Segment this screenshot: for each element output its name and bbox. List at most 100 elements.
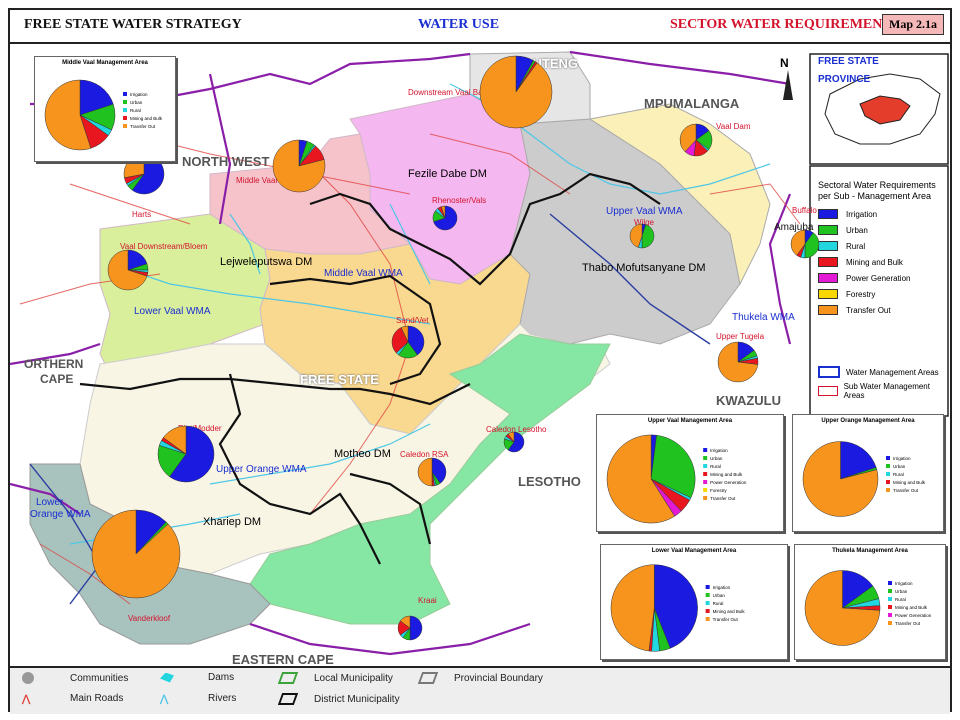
inset-legend-swatch [703, 480, 708, 484]
label-rhenoster-vals: Rhenoster/Vals [432, 196, 487, 205]
sector-legend-label: Power Generation [846, 273, 911, 283]
sector-swatch [818, 225, 838, 235]
inset-legend-label: Transfer Out [713, 617, 739, 622]
legend-local-muni-label: Local Municipality [314, 672, 393, 684]
label-kraai: Kraai [418, 596, 437, 605]
sector-legend-item: Power Generation [818, 273, 910, 283]
inset-legend-label: Rural [710, 464, 721, 469]
label-lesotho: LESOTHO [518, 474, 581, 489]
legend-district-muni-label: District Municipality [314, 693, 400, 705]
sector-legend-label: Rural [846, 241, 866, 251]
sector-legend-item: Irrigation [818, 209, 877, 219]
label-vaal-dam: Vaal Dam [716, 122, 751, 131]
sector-legend-label: Irrigation [846, 209, 878, 219]
inset-legend-label: Rural [893, 472, 904, 477]
label-vaal-downstream: Vaal Downstream/Bloem [120, 242, 208, 251]
map-legend: Communities ⋀ Main Roads Dams ⋀ Rivers L… [10, 666, 950, 714]
inset-chart-title: Middle Vaal Management Area [62, 60, 148, 66]
label-upper-vaal-wma: Upper Vaal WMA [606, 206, 683, 217]
legend-wma-label: Water Management Areas [846, 367, 939, 377]
legend-provincial-boundary: Provincial Boundary [417, 672, 543, 684]
label-lejweleputswa: Lejweleputswa DM [220, 256, 313, 268]
label-sand-vet: Sand/Vet [396, 316, 429, 325]
inset-legend-swatch [886, 480, 890, 484]
inset-legend-swatch [705, 601, 710, 605]
label-middle-vaal: Middle Vaal [236, 176, 278, 185]
inset-legend-label: Urban [713, 593, 726, 598]
inset-chart-title: Upper Vaal Management Area [647, 418, 733, 424]
inset-legend-label: Power Generation [710, 480, 747, 485]
inset-chart-upper-orange: Upper Orange Management Area Irrigation U… [792, 414, 944, 532]
pie-slice [804, 570, 881, 646]
label-buffalo: Buffalo [792, 206, 817, 215]
legend-provincial-label: Provincial Boundary [454, 672, 543, 684]
inset-legend-label: Urban [710, 456, 723, 461]
sector-legend-title-2: per Sub - Management Area [818, 191, 932, 201]
inset-legend-swatch [888, 613, 892, 617]
pie-slice [840, 441, 877, 480]
inset-legend-swatch [703, 488, 708, 492]
sector-legend-label: Urban [846, 225, 868, 235]
inset-legend-label: Mining and Bulk [713, 609, 746, 614]
inset-legend-swatch [705, 585, 710, 589]
legend-rivers-label: Rivers [208, 693, 237, 704]
label-upper-orange-wma: Upper Orange WMA [216, 464, 307, 475]
label-motheo: Motheo DM [334, 448, 391, 460]
inset-legend-label: Mining and Bulk [710, 472, 743, 477]
inset-legend-label: Irrigation [895, 581, 913, 586]
label-mpumalanga: MPUMALANGA [644, 96, 740, 111]
inset-legend-swatch [886, 464, 890, 468]
pie-slice [650, 434, 696, 499]
inset-legend-swatch [703, 496, 708, 500]
pie-slice [654, 564, 698, 649]
sector-legend-label: Mining and Bulk [846, 257, 903, 267]
label-northern-cape-2: CAPE [40, 372, 74, 386]
pie-slice [79, 79, 114, 116]
legend-main-roads: ⋀ Main Roads [22, 693, 123, 705]
inset-legend-label: Forestry [710, 488, 727, 493]
inset-legend-swatch [123, 92, 127, 96]
label-fezile-dabe: Fezile Dabe DM [408, 168, 487, 180]
free-state-highlight [859, 95, 911, 125]
label-middle-vaal-wma: Middle Vaal WMA [324, 268, 403, 279]
inset-legend-label: Urban [893, 464, 906, 469]
label-vanderkloof: Vanderkloof [128, 614, 171, 623]
inset-legend-swatch [703, 456, 708, 460]
north-arrow-icon: N [780, 56, 789, 70]
label-lower-orange-wma-1: Lower [36, 497, 64, 508]
local-municipality-icon [277, 672, 299, 684]
communities-icon [22, 672, 34, 684]
legend-local-municipality: Local Municipality [277, 672, 393, 684]
map-frame: FREE STATE WATER STRATEGY WATER USE SECT… [8, 8, 952, 714]
label-xhariep: Xhariep DM [203, 516, 262, 528]
inset-legend-label: Irrigation [713, 585, 731, 590]
label-upper-tugela: Upper Tugela [716, 332, 765, 341]
inset-legend-label: Urban [130, 100, 143, 105]
inset-legend-swatch [886, 472, 890, 476]
inset-legend-label: Rural [713, 601, 724, 606]
label-thabo: Thabo Mofutsanyane DM [582, 262, 706, 274]
inset-legend-swatch [703, 464, 708, 468]
label-northern-cape-1: ORTHERN [24, 357, 84, 371]
inset-legend-label: Mining and Bulk [895, 605, 928, 610]
inset-legend-label: Irrigation [710, 448, 728, 453]
inset-legend-swatch [705, 617, 710, 621]
sector-legend-item: Transfer Out [818, 305, 891, 315]
inset-legend-label: Irrigation [130, 92, 148, 97]
label-harts: Harts [132, 210, 152, 219]
label-amajuba: Amajuba [774, 222, 814, 233]
inset-chart-middle-vaal: Middle Vaal Management Area Irrigation Ur… [34, 56, 176, 162]
label-caledon-lesotho: Caledon Lesotho [486, 425, 547, 434]
inset-legend-swatch [123, 116, 127, 120]
inset-legend-label: Urban [895, 589, 908, 594]
sector-legend-item: Rural [818, 241, 865, 251]
inset-label-1: FREE STATE [818, 56, 879, 67]
sector-legend-item: Urban [818, 225, 868, 235]
legend-communities: Communities [22, 672, 128, 684]
sector-swatch [818, 209, 838, 219]
rivers-icon: ⋀ [160, 693, 169, 705]
inset-legend-swatch [888, 581, 892, 585]
map-header: FREE STATE WATER STRATEGY WATER USE SECT… [10, 10, 950, 44]
label-caledon-rsa: Caledon RSA [400, 450, 449, 459]
legend-swma-label: Sub Water Management Areas [843, 382, 930, 400]
